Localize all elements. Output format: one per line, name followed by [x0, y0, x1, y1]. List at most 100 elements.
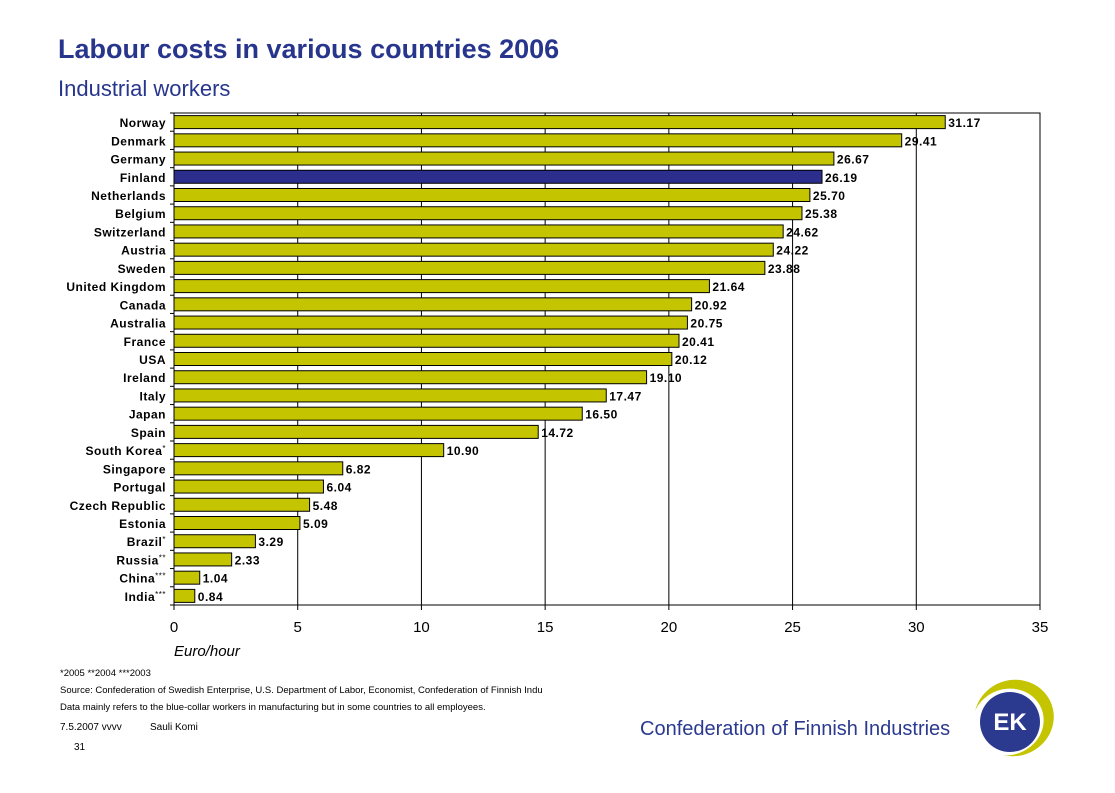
bar-canada	[173, 297, 693, 312]
value-label: 3.29	[258, 535, 283, 549]
value-label: 23.88	[768, 262, 801, 276]
category-label: Japan	[129, 408, 166, 422]
bar-italy	[173, 388, 607, 403]
bar-india	[173, 588, 196, 603]
bar-germany	[173, 151, 835, 166]
bar-usa	[173, 352, 673, 366]
value-label: 25.70	[813, 189, 846, 203]
value-label: 31.17	[948, 116, 981, 130]
value-label: 20.41	[682, 335, 715, 349]
bar-russia	[173, 552, 233, 567]
value-label: 1.04	[203, 572, 228, 586]
page-subtitle: Industrial workers	[58, 76, 231, 101]
footer-page-number: 31	[74, 742, 86, 753]
value-label: 20.75	[690, 317, 723, 331]
category-label: Switzerland	[94, 225, 166, 239]
category-label: Portugal	[113, 481, 166, 495]
category-label: China***	[119, 572, 166, 586]
value-label: 10.90	[447, 444, 480, 458]
category-label: Austria	[121, 244, 166, 258]
category-label: Italy	[139, 389, 166, 403]
footer-author: Sauli Komi	[150, 722, 198, 733]
value-label: 6.82	[346, 462, 371, 476]
footnote-source: Source: Confederation of Swedish Enterpr…	[60, 685, 543, 696]
brand-name: Confederation of Finnish Industries	[640, 718, 951, 740]
bar-norway	[173, 115, 946, 130]
value-label: 17.47	[609, 389, 642, 403]
category-label: France	[124, 335, 166, 349]
category-label: India***	[125, 590, 166, 604]
logo-text: EK	[993, 709, 1027, 736]
x-tick-label: 15	[537, 619, 554, 636]
category-label: Brazil*	[127, 535, 166, 549]
x-tick-label: 25	[784, 619, 801, 636]
x-tick-label: 20	[661, 619, 678, 636]
category-label: Australia	[110, 317, 166, 331]
x-tick-label: 10	[413, 619, 430, 636]
value-label: 5.48	[313, 499, 338, 513]
bar-australia	[173, 315, 688, 330]
bar-portugal	[173, 479, 324, 494]
category-label: United Kingdom	[66, 280, 166, 294]
value-label: 14.72	[541, 426, 574, 440]
bar-switzerland	[173, 224, 784, 239]
bar-france	[173, 333, 680, 348]
category-label: Czech Republic	[70, 499, 166, 513]
category-label: Belgium	[115, 207, 166, 221]
value-label: 5.09	[303, 517, 328, 531]
x-tick-label: 0	[170, 619, 178, 636]
value-label: 2.33	[235, 553, 260, 567]
ek-logo-icon: EK	[972, 679, 1054, 757]
category-label: Singapore	[103, 462, 166, 476]
value-label: 26.19	[825, 171, 858, 185]
bar-czech-republic	[173, 497, 311, 512]
bar-china	[173, 570, 201, 585]
footer-date: 7.5.2007 vvvv	[60, 722, 122, 733]
value-label: 21.64	[712, 280, 745, 294]
x-tick-label: 35	[1032, 619, 1049, 636]
bar-denmark	[173, 133, 903, 148]
value-label: 19.10	[650, 371, 683, 385]
category-label: Estonia	[119, 517, 166, 531]
bar-brazil	[173, 534, 256, 549]
value-label: 6.04	[326, 481, 351, 495]
bar-austria	[173, 242, 774, 257]
value-label: 25.38	[805, 207, 838, 221]
bar-chart: 0 5 10 15 20 25 30 35 Euro/hour 31.17 Norway 29.41 D…	[66, 112, 1049, 660]
value-label: 20.12	[675, 353, 708, 367]
bar-singapore	[173, 461, 344, 476]
bar-sweden	[173, 260, 766, 275]
category-label: Russia**	[116, 553, 166, 567]
category-label: Sweden	[118, 262, 166, 276]
value-label: 26.67	[837, 153, 870, 167]
bar-belgium	[173, 206, 803, 221]
value-label: 0.84	[198, 590, 223, 604]
bar-south-korea	[173, 443, 445, 458]
x-axis-label: Euro/hour	[174, 643, 241, 660]
bar-japan	[173, 406, 583, 421]
footnote-note: Data mainly refers to the blue-collar wo…	[60, 702, 486, 713]
category-label: Finland	[120, 171, 166, 185]
bar-ireland	[173, 370, 648, 385]
category-label: Canada	[120, 298, 166, 312]
value-label: 24.62	[786, 225, 819, 239]
category-label: Denmark	[111, 134, 166, 148]
bar-estonia	[173, 516, 301, 530]
category-label: Ireland	[123, 371, 166, 385]
value-label: 16.50	[585, 408, 618, 422]
value-label: 29.41	[905, 134, 938, 148]
bar-netherlands	[173, 188, 811, 202]
category-label: Norway	[120, 116, 166, 130]
category-label: Netherlands	[91, 189, 166, 203]
footnote-markers: *2005 **2004 ***2003	[60, 668, 151, 679]
x-tick-label: 5	[294, 619, 302, 636]
value-label: 20.92	[695, 298, 728, 312]
value-label: 24.22	[776, 244, 809, 258]
x-tick-label: 30	[908, 619, 925, 636]
category-label: South Korea*	[86, 444, 166, 458]
category-label: Spain	[131, 426, 166, 440]
category-label: USA	[139, 353, 166, 367]
page-title: Labour costs in various countries 2006	[58, 34, 560, 64]
category-label: Germany	[110, 153, 166, 167]
bar-finland	[173, 169, 823, 184]
